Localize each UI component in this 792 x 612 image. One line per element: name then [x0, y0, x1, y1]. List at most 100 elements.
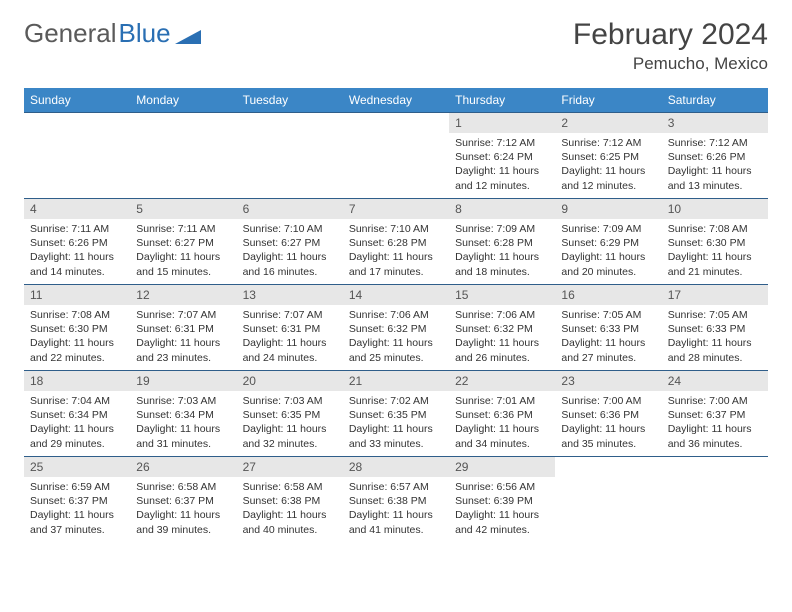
day-details: Sunrise: 6:58 AMSunset: 6:38 PMDaylight:… [237, 477, 343, 542]
location-label: Pemucho, Mexico [573, 54, 768, 74]
sunrise-text: Sunrise: 7:07 AM [136, 308, 230, 322]
sunset-text: Sunset: 6:38 PM [349, 494, 443, 508]
sunset-text: Sunset: 6:27 PM [136, 236, 230, 250]
calendar-day-cell: 19Sunrise: 7:03 AMSunset: 6:34 PMDayligh… [130, 371, 236, 457]
sunrise-text: Sunrise: 7:09 AM [455, 222, 549, 236]
day-number: 22 [449, 371, 555, 391]
sunset-text: Sunset: 6:27 PM [243, 236, 337, 250]
sunset-text: Sunset: 6:24 PM [455, 150, 549, 164]
daylight-text: Daylight: 11 hours and 28 minutes. [668, 336, 762, 364]
calendar-day-cell: 1Sunrise: 7:12 AMSunset: 6:24 PMDaylight… [449, 113, 555, 199]
daylight-text: Daylight: 11 hours and 25 minutes. [349, 336, 443, 364]
sunrise-text: Sunrise: 7:06 AM [455, 308, 549, 322]
daylight-text: Daylight: 11 hours and 15 minutes. [136, 250, 230, 278]
calendar-day-cell: 12Sunrise: 7:07 AMSunset: 6:31 PMDayligh… [130, 285, 236, 371]
day-details: Sunrise: 6:56 AMSunset: 6:39 PMDaylight:… [449, 477, 555, 542]
sunset-text: Sunset: 6:30 PM [30, 322, 124, 336]
day-number: 27 [237, 457, 343, 477]
daylight-text: Daylight: 11 hours and 41 minutes. [349, 508, 443, 536]
day-number: 6 [237, 199, 343, 219]
day-details: Sunrise: 7:04 AMSunset: 6:34 PMDaylight:… [24, 391, 130, 456]
calendar-day-cell: 25Sunrise: 6:59 AMSunset: 6:37 PMDayligh… [24, 457, 130, 543]
calendar-body: 1Sunrise: 7:12 AMSunset: 6:24 PMDaylight… [24, 113, 768, 543]
sunset-text: Sunset: 6:34 PM [30, 408, 124, 422]
day-details: Sunrise: 7:07 AMSunset: 6:31 PMDaylight:… [237, 305, 343, 370]
day-number: 8 [449, 199, 555, 219]
day-number: 21 [343, 371, 449, 391]
day-details: Sunrise: 7:00 AMSunset: 6:37 PMDaylight:… [662, 391, 768, 456]
day-number: 7 [343, 199, 449, 219]
calendar-day-cell: 10Sunrise: 7:08 AMSunset: 6:30 PMDayligh… [662, 199, 768, 285]
daylight-text: Daylight: 11 hours and 37 minutes. [30, 508, 124, 536]
daylight-text: Daylight: 11 hours and 35 minutes. [561, 422, 655, 450]
daylight-text: Daylight: 11 hours and 33 minutes. [349, 422, 443, 450]
day-number: 26 [130, 457, 236, 477]
calendar-day-cell [237, 113, 343, 199]
calendar-day-cell: 16Sunrise: 7:05 AMSunset: 6:33 PMDayligh… [555, 285, 661, 371]
day-details: Sunrise: 7:10 AMSunset: 6:27 PMDaylight:… [237, 219, 343, 284]
day-details: Sunrise: 7:10 AMSunset: 6:28 PMDaylight:… [343, 219, 449, 284]
sunset-text: Sunset: 6:36 PM [561, 408, 655, 422]
sunset-text: Sunset: 6:32 PM [455, 322, 549, 336]
sunrise-text: Sunrise: 6:58 AM [243, 480, 337, 494]
day-details: Sunrise: 7:06 AMSunset: 6:32 PMDaylight:… [449, 305, 555, 370]
logo-triangle-icon [175, 24, 201, 44]
calendar-day-cell: 3Sunrise: 7:12 AMSunset: 6:26 PMDaylight… [662, 113, 768, 199]
sunset-text: Sunset: 6:26 PM [668, 150, 762, 164]
sunset-text: Sunset: 6:31 PM [243, 322, 337, 336]
daylight-text: Daylight: 11 hours and 21 minutes. [668, 250, 762, 278]
daylight-text: Daylight: 11 hours and 27 minutes. [561, 336, 655, 364]
sunset-text: Sunset: 6:35 PM [243, 408, 337, 422]
daylight-text: Daylight: 11 hours and 22 minutes. [30, 336, 124, 364]
day-details: Sunrise: 7:12 AMSunset: 6:24 PMDaylight:… [449, 133, 555, 198]
weekday-header: Wednesday [343, 88, 449, 113]
sunset-text: Sunset: 6:33 PM [561, 322, 655, 336]
calendar-day-cell [24, 113, 130, 199]
daylight-text: Daylight: 11 hours and 29 minutes. [30, 422, 124, 450]
daylight-text: Daylight: 11 hours and 18 minutes. [455, 250, 549, 278]
day-details: Sunrise: 7:06 AMSunset: 6:32 PMDaylight:… [343, 305, 449, 370]
calendar-day-cell [130, 113, 236, 199]
daylight-text: Daylight: 11 hours and 12 minutes. [561, 164, 655, 192]
day-number: 5 [130, 199, 236, 219]
daylight-text: Daylight: 11 hours and 31 minutes. [136, 422, 230, 450]
sunrise-text: Sunrise: 7:10 AM [349, 222, 443, 236]
calendar-day-cell: 22Sunrise: 7:01 AMSunset: 6:36 PMDayligh… [449, 371, 555, 457]
sunrise-text: Sunrise: 7:12 AM [668, 136, 762, 150]
day-number: 12 [130, 285, 236, 305]
day-number: 13 [237, 285, 343, 305]
calendar-table: Sunday Monday Tuesday Wednesday Thursday… [24, 88, 768, 543]
daylight-text: Daylight: 11 hours and 40 minutes. [243, 508, 337, 536]
weekday-header: Sunday [24, 88, 130, 113]
calendar-day-cell: 15Sunrise: 7:06 AMSunset: 6:32 PMDayligh… [449, 285, 555, 371]
day-details: Sunrise: 7:05 AMSunset: 6:33 PMDaylight:… [662, 305, 768, 370]
sunset-text: Sunset: 6:25 PM [561, 150, 655, 164]
daylight-text: Daylight: 11 hours and 42 minutes. [455, 508, 549, 536]
day-details: Sunrise: 7:01 AMSunset: 6:36 PMDaylight:… [449, 391, 555, 456]
calendar-day-cell: 20Sunrise: 7:03 AMSunset: 6:35 PMDayligh… [237, 371, 343, 457]
daylight-text: Daylight: 11 hours and 17 minutes. [349, 250, 443, 278]
sunset-text: Sunset: 6:28 PM [349, 236, 443, 250]
day-details: Sunrise: 6:58 AMSunset: 6:37 PMDaylight:… [130, 477, 236, 542]
brand-part2: Blue [119, 18, 171, 49]
sunrise-text: Sunrise: 6:57 AM [349, 480, 443, 494]
weekday-header: Thursday [449, 88, 555, 113]
sunrise-text: Sunrise: 7:03 AM [136, 394, 230, 408]
day-number: 2 [555, 113, 661, 133]
sunrise-text: Sunrise: 7:09 AM [561, 222, 655, 236]
daylight-text: Daylight: 11 hours and 34 minutes. [455, 422, 549, 450]
day-number: 20 [237, 371, 343, 391]
weekday-header: Tuesday [237, 88, 343, 113]
sunrise-text: Sunrise: 6:58 AM [136, 480, 230, 494]
day-number: 16 [555, 285, 661, 305]
calendar-day-cell: 6Sunrise: 7:10 AMSunset: 6:27 PMDaylight… [237, 199, 343, 285]
weekday-header-row: Sunday Monday Tuesday Wednesday Thursday… [24, 88, 768, 113]
sunrise-text: Sunrise: 7:00 AM [668, 394, 762, 408]
sunset-text: Sunset: 6:38 PM [243, 494, 337, 508]
calendar-day-cell: 18Sunrise: 7:04 AMSunset: 6:34 PMDayligh… [24, 371, 130, 457]
sunset-text: Sunset: 6:33 PM [668, 322, 762, 336]
day-number: 15 [449, 285, 555, 305]
sunset-text: Sunset: 6:36 PM [455, 408, 549, 422]
calendar-week-row: 11Sunrise: 7:08 AMSunset: 6:30 PMDayligh… [24, 285, 768, 371]
calendar-day-cell: 8Sunrise: 7:09 AMSunset: 6:28 PMDaylight… [449, 199, 555, 285]
